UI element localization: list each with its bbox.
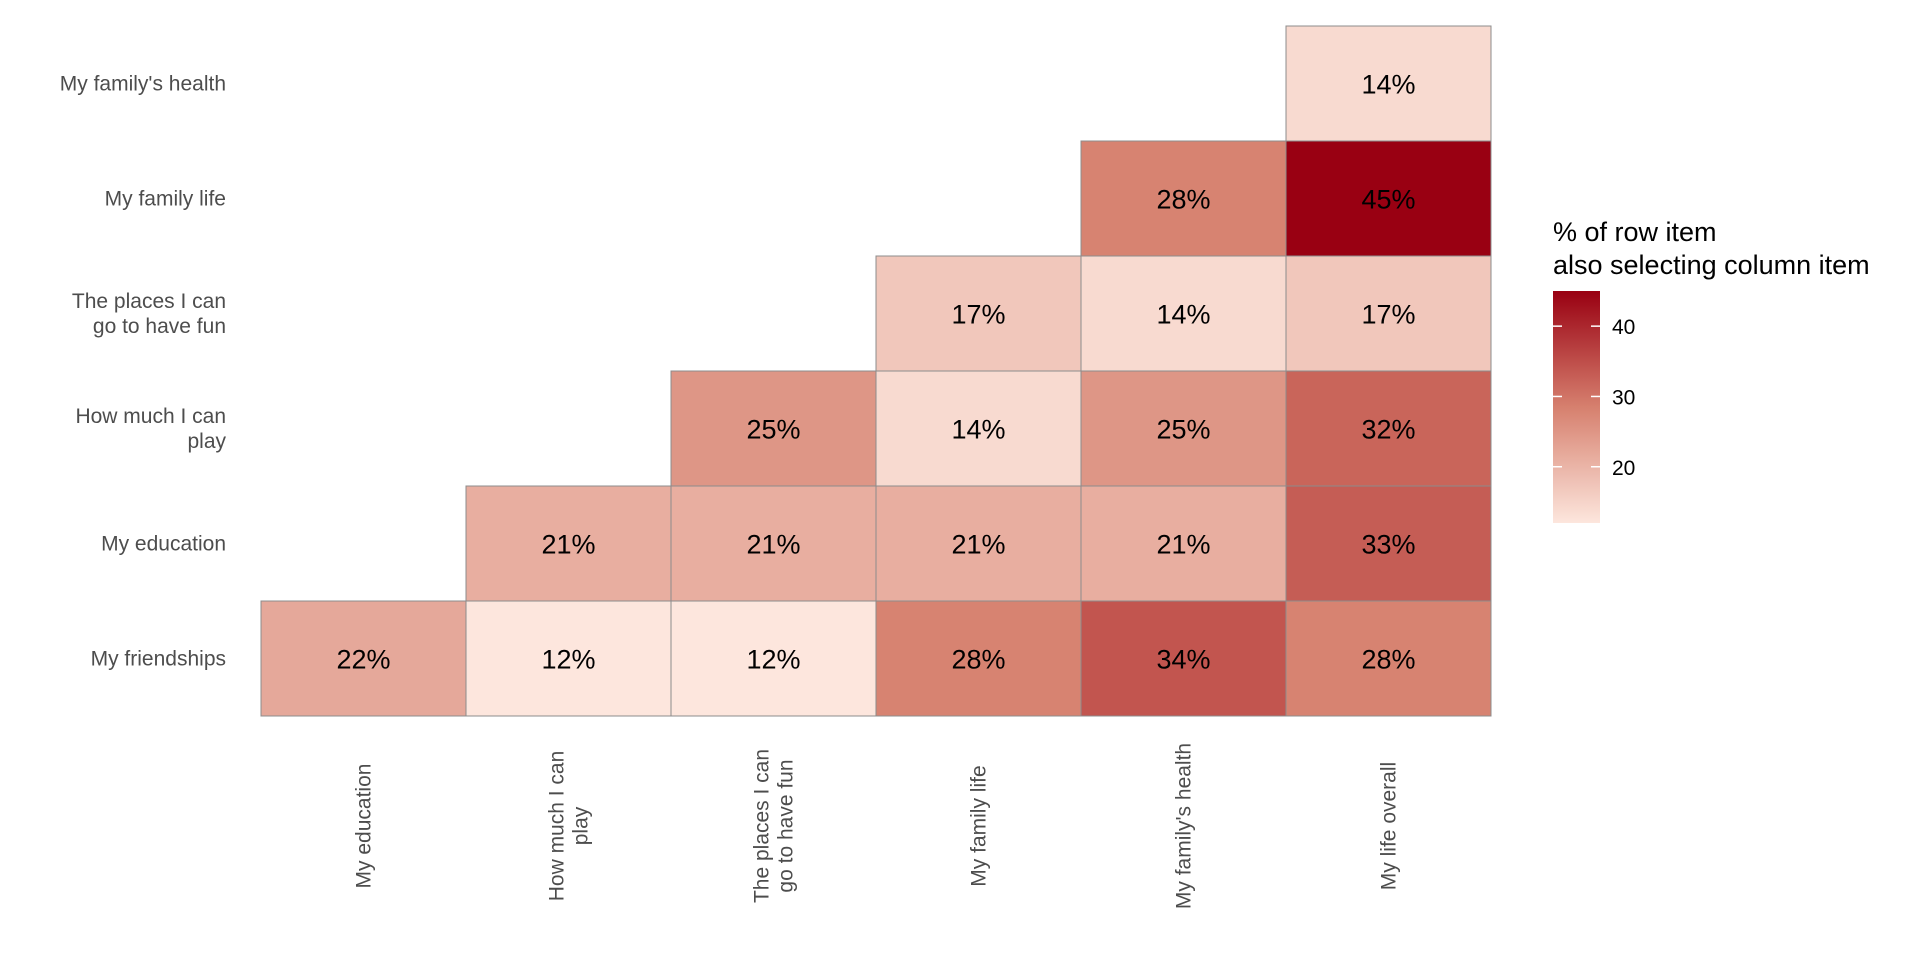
cell-value-label: 14% bbox=[1361, 70, 1415, 100]
heatmap-cell bbox=[875, 370, 1082, 487]
cell-value-label: 34% bbox=[1156, 645, 1210, 675]
heatmap-cell bbox=[1080, 600, 1287, 717]
y-tick-label: How much I can bbox=[75, 405, 226, 428]
heatmap-cell bbox=[1285, 140, 1492, 257]
legend-title-line-2: also selecting column item bbox=[1553, 250, 1870, 280]
y-tick-label: My family life bbox=[105, 188, 226, 211]
y-axis-labels: My family's health My family life The plac… bbox=[60, 73, 227, 671]
cell-value-label: 21% bbox=[951, 530, 1005, 560]
legend-ticks: 20 30 40 bbox=[1553, 316, 1635, 480]
heatmap-cell bbox=[670, 370, 877, 487]
x-tick-label: My education bbox=[353, 764, 376, 889]
x-tick-label: My family life bbox=[968, 765, 991, 886]
x-tick-label: My life overall bbox=[1378, 762, 1401, 890]
cell-value-label: 17% bbox=[1361, 300, 1415, 330]
heatmap-cell bbox=[1080, 255, 1287, 372]
heatmap-cell bbox=[1080, 140, 1287, 257]
y-tick-label: My family's health bbox=[60, 73, 226, 96]
y-tick-label: My education bbox=[101, 533, 226, 556]
cell-value-label: 21% bbox=[746, 530, 800, 560]
cell-value-label: 14% bbox=[951, 415, 1005, 445]
legend-tick-label: 40 bbox=[1612, 316, 1635, 339]
cell-value-label: 45% bbox=[1361, 185, 1415, 215]
x-tick-label: How much I can bbox=[546, 751, 569, 902]
x-tick-label: My family's health bbox=[1173, 743, 1196, 909]
cell-value-label: 22% bbox=[336, 645, 390, 675]
heatmap-cell bbox=[875, 600, 1082, 717]
heatmap-cell bbox=[260, 600, 467, 717]
cell-value-label: 28% bbox=[1156, 185, 1210, 215]
legend-tick-label: 20 bbox=[1612, 457, 1635, 480]
cell-value-label: 25% bbox=[1156, 415, 1210, 445]
cell-value-label: 21% bbox=[541, 530, 595, 560]
cell-value-label: 12% bbox=[746, 645, 800, 675]
heatmap-cell bbox=[670, 485, 877, 602]
legend-tick-label: 30 bbox=[1612, 386, 1635, 409]
heatmap-cell bbox=[1285, 370, 1492, 487]
cell-value-label: 21% bbox=[1156, 530, 1210, 560]
y-tick-label: go to have fun bbox=[93, 315, 226, 338]
y-tick-label: My friendships bbox=[91, 648, 226, 671]
cell-value-label: 14% bbox=[1156, 300, 1210, 330]
heatmap-cell bbox=[465, 600, 672, 717]
legend-title-line-1: % of row item bbox=[1553, 217, 1717, 247]
heatmap-cell bbox=[875, 485, 1082, 602]
heatmap-cell bbox=[1285, 255, 1492, 372]
y-tick-label: The places I can bbox=[72, 290, 226, 313]
x-tick-label: The places I can bbox=[751, 749, 774, 903]
y-tick-label: play bbox=[187, 430, 226, 453]
heatmap-cell bbox=[1285, 600, 1492, 717]
cell-value-label: 32% bbox=[1361, 415, 1415, 445]
cell-value-label: 33% bbox=[1361, 530, 1415, 560]
cell-value-label: 12% bbox=[541, 645, 595, 675]
legend-colorbar bbox=[1553, 291, 1600, 523]
legend: % of row item also selecting column item… bbox=[1553, 217, 1870, 523]
heatmap-cell bbox=[1285, 25, 1492, 142]
x-tick-label: play bbox=[570, 806, 593, 845]
x-tick-label: go to have fun bbox=[775, 759, 798, 892]
cell-value-label: 28% bbox=[951, 645, 1005, 675]
cell-value-label: 28% bbox=[1361, 645, 1415, 675]
heatmap-cells: 14% 28% 45% 17% 14% 17% 25% 14% 25% 32% 21% 21% 21% 2… bbox=[260, 25, 1492, 717]
heatmap-cell bbox=[875, 255, 1082, 372]
heatmap-cell bbox=[670, 600, 877, 717]
heatmap-cell bbox=[1285, 485, 1492, 602]
heatmap-cell bbox=[1080, 485, 1287, 602]
x-axis-labels: My education How much I can play The places… bbox=[353, 743, 1401, 909]
cell-value-label: 25% bbox=[746, 415, 800, 445]
cell-value-label: 17% bbox=[951, 300, 1005, 330]
